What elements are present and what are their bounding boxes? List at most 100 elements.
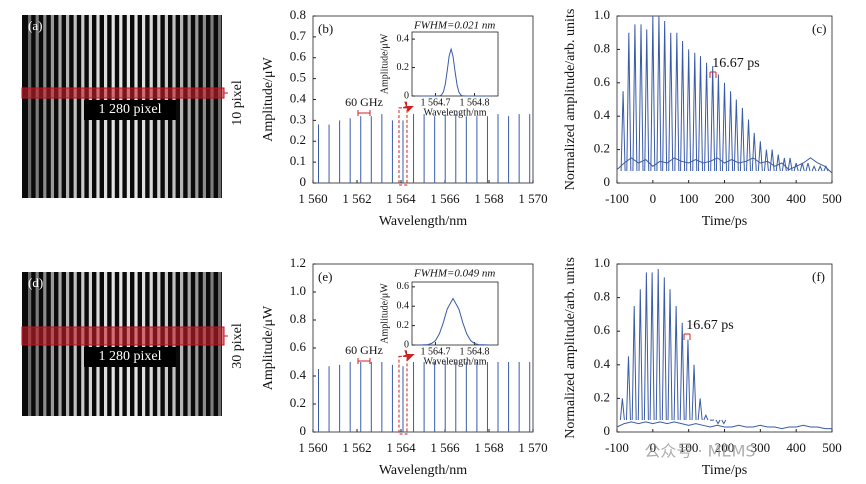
pulse	[697, 398, 703, 421]
pulse	[650, 15, 656, 172]
pulse	[763, 149, 769, 172]
width-label: 1 280 pixel	[99, 349, 162, 364]
x-tick-label: 1 570	[518, 191, 547, 206]
y-tick-label: 0.2	[290, 132, 306, 147]
pulse	[632, 24, 638, 172]
y-tick-label: 1.0	[594, 255, 610, 270]
x-tick-label: 1 560	[298, 440, 327, 455]
pulse	[811, 165, 817, 172]
y-tick-label: 0.8	[290, 7, 306, 22]
x-tick-label: 1 564.8	[460, 346, 490, 357]
pulse	[668, 32, 674, 172]
pulse	[769, 149, 775, 172]
y-tick-label: 0.2	[594, 389, 610, 404]
x-tick-label: 1 564.7	[420, 97, 450, 108]
pulse	[686, 49, 692, 172]
x-tick-label: 1 568	[474, 191, 503, 206]
pulse	[631, 305, 637, 421]
pulse	[787, 157, 793, 172]
y-tick-label: 1.0	[290, 283, 306, 298]
pulse	[817, 165, 823, 172]
x-tick-label: 400	[786, 440, 806, 455]
label-box	[84, 100, 176, 120]
x-tick-label: 1 562	[342, 440, 371, 455]
pulse	[722, 82, 727, 172]
inset-annotation: FWHM=0.049 nm	[413, 268, 495, 280]
y-tick-label: 0	[404, 339, 409, 350]
panel-label: (e)	[318, 269, 332, 284]
height-label: 30 pixel	[230, 323, 245, 369]
y-tick-label: 0	[604, 423, 611, 438]
pulse	[715, 74, 721, 172]
pulse	[697, 56, 703, 172]
highlight-box	[398, 355, 408, 435]
pulse	[703, 413, 709, 421]
y-tick-label: 0	[404, 90, 409, 101]
x-tick-label: 1 564.8	[460, 97, 490, 108]
selection-band	[21, 326, 225, 346]
y-axis-label: Normalized amplitude/arb. units	[563, 9, 578, 191]
y-tick-label: 0.1	[290, 153, 306, 168]
pulse	[644, 29, 650, 172]
pulse	[775, 154, 781, 172]
highlight-box	[398, 107, 408, 186]
x-tick-label: -100	[605, 440, 629, 455]
y-tick-label: 0.2	[397, 320, 410, 331]
y-axis-label: Amplitude/μW	[379, 283, 390, 344]
pulse	[739, 107, 745, 172]
watermark: 公众号 · MEMS	[644, 442, 755, 461]
annotation: 16.67 ps	[712, 56, 759, 71]
x-tick-label: 1 564	[386, 440, 416, 455]
fringe	[28, 15, 32, 198]
trace	[419, 47, 491, 97]
annotation: 60 GHz	[345, 343, 383, 357]
x-axis-label: Wavelength/nm	[423, 107, 486, 118]
fringe	[58, 15, 62, 198]
x-tick-label: 300	[751, 440, 771, 455]
fringe	[35, 15, 39, 198]
y-axis-label: Amplitude/μW	[261, 56, 276, 141]
y-tick-label: 0.2	[594, 141, 610, 156]
inset-background	[407, 268, 499, 354]
x-tick-label: 1 566	[430, 440, 460, 455]
inset-annotation: FWHM=0.021 nm	[413, 20, 495, 32]
y-axis-label: Amplitude/μW	[379, 33, 390, 94]
pulse	[662, 21, 668, 172]
y-tick-label: 1.2	[290, 255, 306, 270]
y-tick-label: 0.3	[290, 111, 306, 126]
annotation: 16.67 ps	[686, 318, 733, 333]
panel-label: (a)	[28, 18, 42, 33]
fringe	[187, 15, 191, 198]
y-tick-label: 0	[604, 174, 611, 189]
x-tick-label: 0	[650, 440, 657, 455]
pulse	[667, 289, 673, 421]
pulse	[715, 419, 721, 425]
x-tick-label: 300	[751, 191, 771, 206]
trace	[616, 421, 832, 430]
pulse	[805, 162, 811, 172]
y-tick-label: 0.8	[594, 40, 610, 55]
x-tick-label: 0	[650, 191, 657, 206]
y-tick-label: 0.5	[290, 70, 306, 85]
pulse	[751, 132, 757, 172]
x-tick-label: 1 570	[518, 440, 547, 455]
pulse	[656, 15, 662, 172]
width-label: 1 280 pixel	[99, 102, 162, 117]
y-tick-label: 0.8	[290, 311, 306, 326]
period-marker	[683, 333, 691, 340]
pulse	[655, 269, 661, 421]
x-tick-label: 200	[715, 440, 735, 455]
y-axis-label: Normalized amplitude/arb. units	[563, 257, 578, 439]
x-tick-label: 1 562	[342, 191, 371, 206]
y-tick-label: 0	[300, 174, 307, 189]
x-tick-label: 1 564.7	[420, 346, 450, 357]
y-tick-label: 0.4	[290, 367, 307, 382]
x-tick-label: -100	[605, 191, 629, 206]
fringe	[81, 15, 85, 198]
x-tick-label: 1 566	[430, 191, 460, 206]
y-tick-label: 0.6	[290, 339, 307, 354]
panel-label: (c)	[812, 21, 826, 36]
plot-frame	[411, 31, 499, 97]
x-tick-label: 1 564	[386, 191, 416, 206]
y-tick-label: 0.6	[594, 322, 611, 337]
